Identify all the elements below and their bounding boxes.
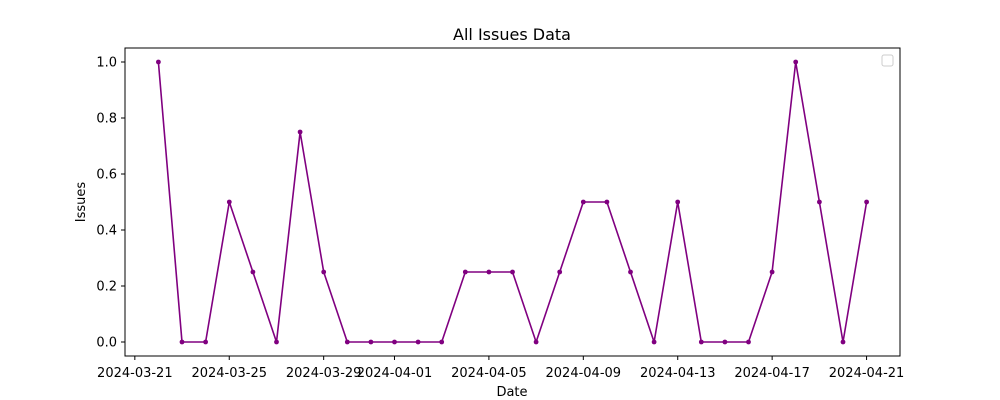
x-tick-label: 2024-04-17	[734, 366, 810, 381]
x-tick-label: 2024-04-01	[357, 366, 433, 381]
x-tick-label: 2024-03-21	[97, 366, 173, 381]
data-point	[864, 199, 869, 205]
plot-frame	[124, 47, 901, 357]
x-tick-label: 2024-04-21	[829, 366, 905, 381]
y-axis-label: Issues	[74, 182, 89, 223]
data-point	[840, 339, 846, 345]
x-axis-label: Date	[496, 385, 527, 400]
data-point	[321, 269, 327, 275]
y-tick-label: 0.4	[96, 224, 117, 239]
y-tick-label: 0.8	[96, 112, 117, 127]
data-point	[580, 199, 586, 205]
data-point	[462, 269, 468, 275]
y-tick-label: 0.6	[96, 168, 117, 183]
data-point	[817, 199, 822, 205]
data-point	[274, 339, 279, 345]
x-tick-label: 2024-04-13	[640, 366, 716, 381]
data-point	[769, 269, 775, 275]
data-point	[486, 269, 492, 275]
data-point	[250, 269, 256, 275]
data-point	[675, 199, 681, 205]
data-point	[415, 339, 421, 345]
data-point	[651, 339, 657, 345]
data-point	[297, 129, 303, 135]
y-tick-label: 1.0	[96, 56, 117, 71]
data-point	[344, 339, 350, 345]
y-tick-label: 0.0	[96, 336, 117, 351]
data-point	[179, 339, 185, 345]
data-point	[392, 339, 397, 345]
data-point	[439, 339, 445, 345]
data-point	[793, 59, 799, 65]
data-point	[368, 339, 374, 345]
data-point	[156, 59, 161, 65]
data-point	[203, 339, 209, 345]
data-point	[510, 269, 515, 275]
plot-area: 0.0 0.2 0.4 0.6 0.8 1.0 2024-03-21 2024-03-25 20…	[96, 47, 905, 381]
y-tick-label: 0.2	[96, 280, 117, 295]
data-point	[722, 339, 728, 345]
x-tick-label: 2024-04-09	[546, 366, 622, 381]
data-point	[698, 339, 704, 345]
x-tick-label: 2024-04-05	[451, 366, 527, 381]
data-point	[628, 269, 633, 275]
data-point	[533, 339, 539, 345]
x-tick-label: 2024-03-29	[286, 366, 362, 381]
legend-box	[881, 54, 894, 67]
data-point	[226, 199, 232, 205]
data-point	[746, 339, 751, 345]
x-tick-label: 2024-03-25	[191, 366, 267, 381]
data-point	[604, 199, 610, 205]
chart-title: All Issues Data	[453, 25, 571, 44]
data-point	[557, 269, 563, 275]
